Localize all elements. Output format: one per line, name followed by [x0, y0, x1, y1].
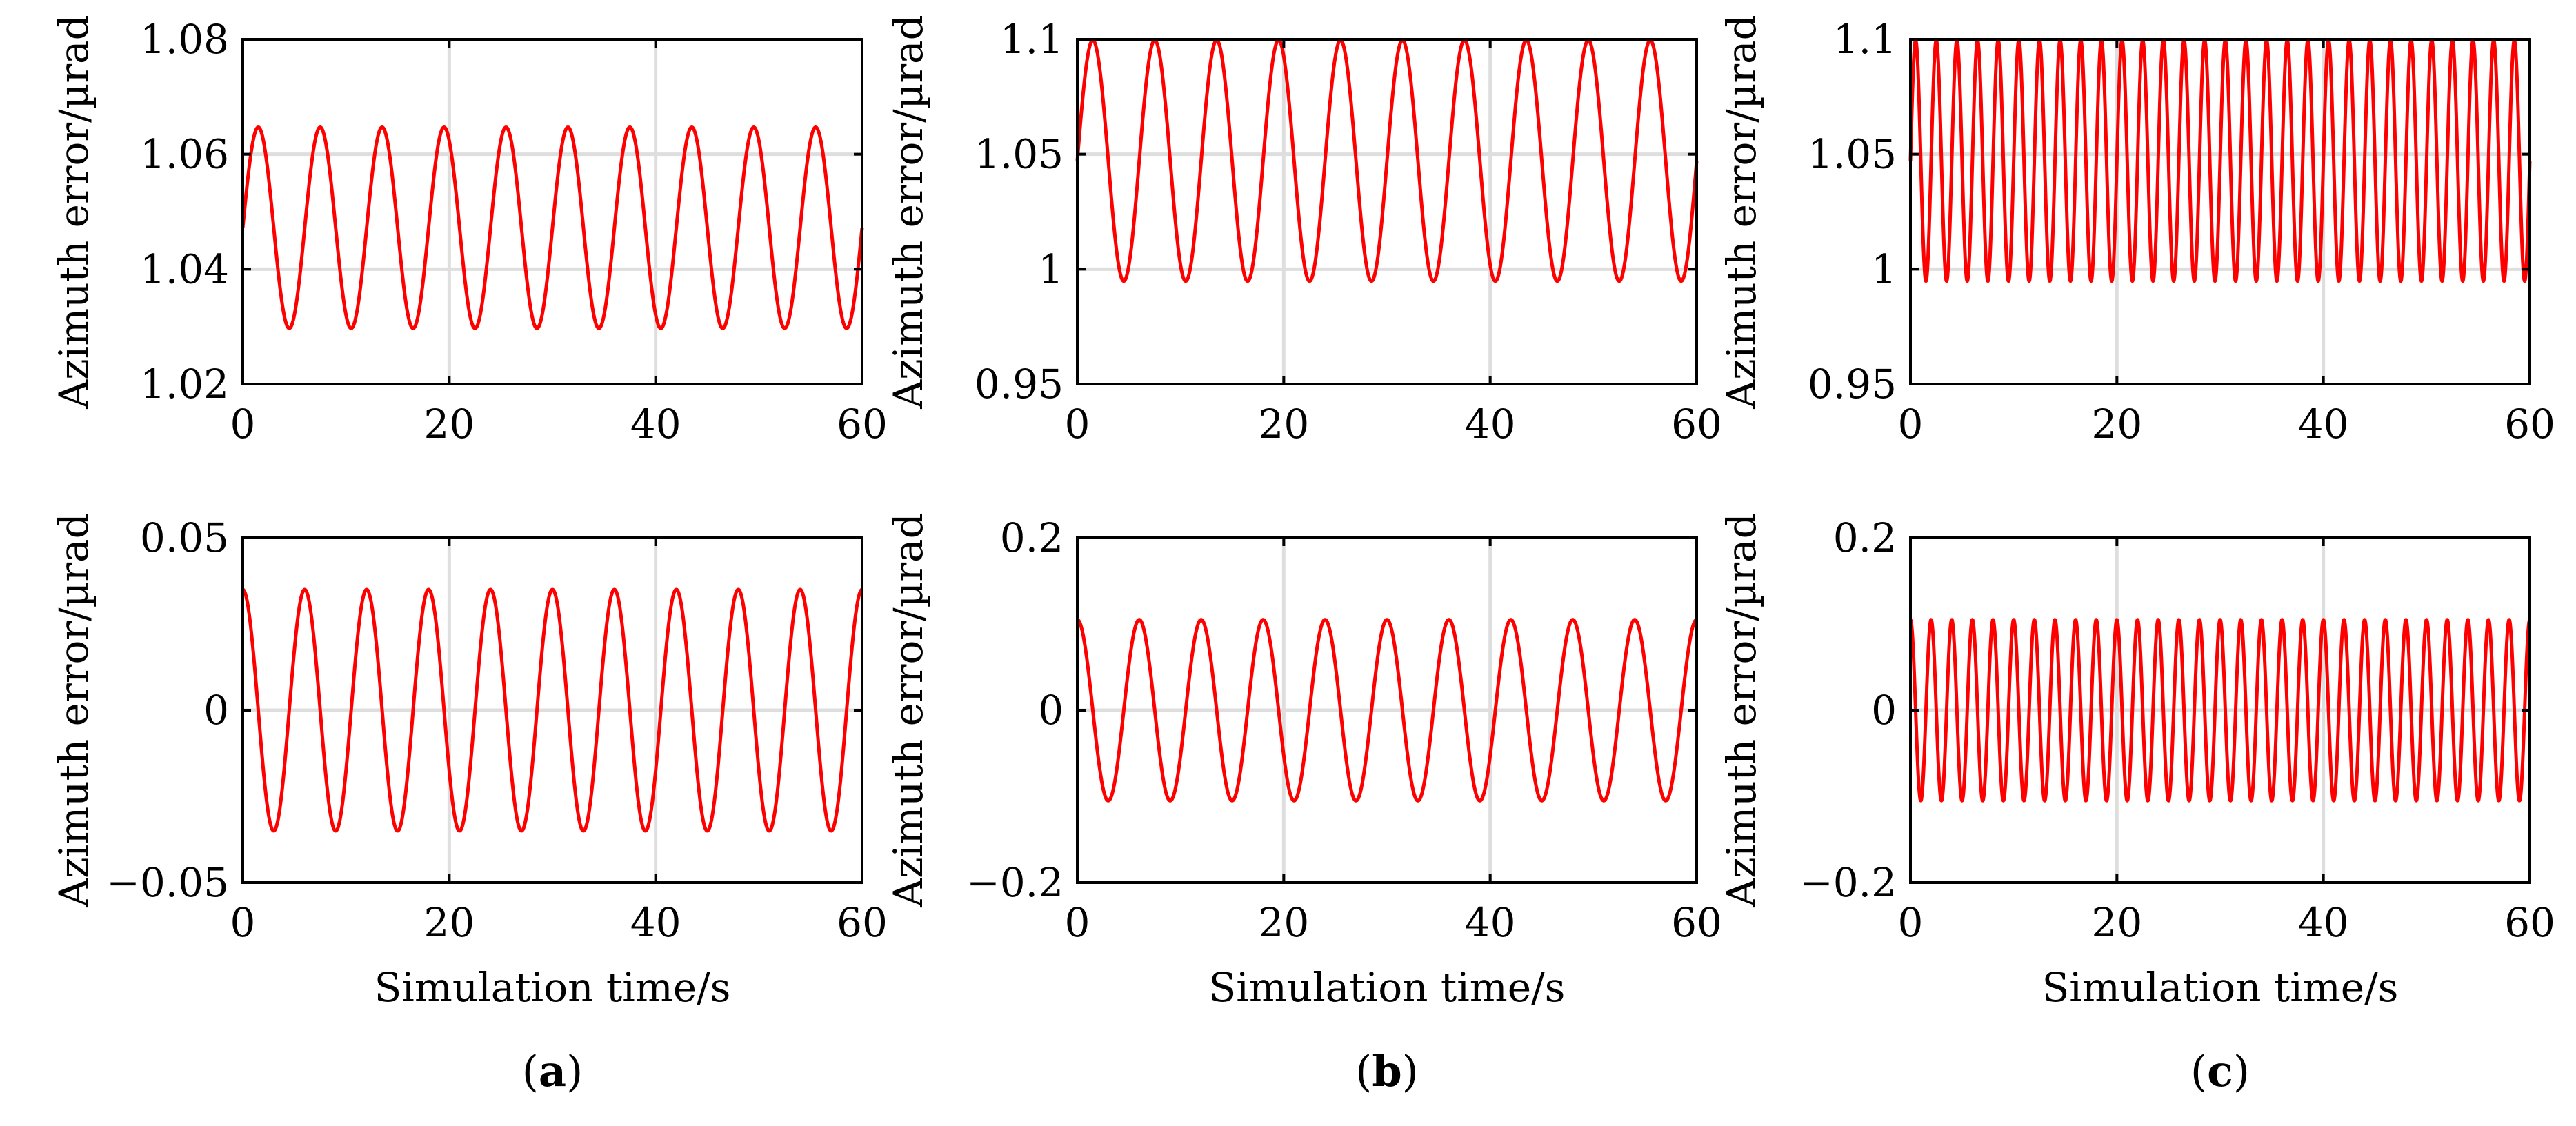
y-tick-label: 1 [1871, 245, 1897, 292]
y-tick-label: −0.2 [966, 859, 1064, 906]
panel-label-letter: c [2207, 1046, 2233, 1096]
series-line [241, 125, 864, 330]
panel-label-letter: b [1372, 1046, 1401, 1096]
y-axis-label: Azimuth error/µrad [50, 513, 97, 908]
x-tick-label: 20 [2091, 401, 2142, 448]
x-tick-label: 40 [1465, 899, 1516, 946]
x-tick-label: 20 [1258, 899, 1309, 946]
panel-label-letter: a [539, 1046, 566, 1096]
x-tick-label: 60 [1671, 401, 1722, 448]
panel-label-close: ) [1402, 1046, 1419, 1096]
x-tick-label: 60 [2504, 899, 2555, 946]
y-tick-label: 0.05 [140, 514, 229, 561]
y-axis-label: Azimuth error/µrad [1718, 513, 1765, 908]
panel-label-b: (b) [1355, 1046, 1419, 1096]
axes-box [1076, 38, 1698, 385]
panel-label-a: (a) [522, 1046, 583, 1096]
y-tick-label: 0 [1038, 687, 1064, 734]
x-tick-label: 0 [1898, 899, 1924, 946]
y-tick-label: 1 [1038, 245, 1064, 292]
series-line [1908, 38, 2532, 283]
panel-label-open: ( [522, 1046, 539, 1096]
panel-label-c: (c) [2190, 1046, 2250, 1096]
y-tick-label: 0 [203, 687, 229, 734]
y-tick-label: 0.2 [1833, 514, 1897, 561]
x-axis-label: Simulation time/s [375, 964, 731, 1011]
x-tick-label: 40 [630, 401, 681, 448]
x-tick-label: 20 [2091, 899, 2142, 946]
panel-label-open: ( [1355, 1046, 1372, 1096]
y-tick-label: 0 [1871, 687, 1897, 734]
x-tick-label: 20 [1258, 401, 1309, 448]
x-tick-label: 60 [837, 401, 888, 448]
x-tick-label: 20 [423, 899, 475, 946]
y-tick-label: 1.06 [140, 131, 229, 178]
y-tick-label: 1.04 [140, 245, 229, 292]
axes-box [241, 38, 863, 385]
panel-label-open: ( [2190, 1046, 2207, 1096]
y-tick-label: 0.95 [1808, 361, 1897, 408]
x-axis-label: Simulation time/s [1209, 964, 1566, 1011]
y-axis-label: Azimuth error/µrad [1718, 14, 1765, 410]
x-tick-label: 40 [1465, 401, 1516, 448]
y-axis-label: Azimuth error/µrad [885, 14, 932, 410]
y-tick-label: 1.1 [1000, 16, 1064, 63]
y-tick-label: 1.05 [975, 131, 1064, 178]
x-tick-label: 0 [1065, 401, 1090, 448]
x-tick-label: 0 [230, 401, 256, 448]
y-tick-label: 1.05 [1808, 131, 1897, 178]
x-tick-label: 0 [1065, 899, 1090, 946]
y-tick-label: 1.08 [140, 16, 229, 63]
y-tick-label: 0.95 [975, 361, 1064, 408]
x-axis-label: Simulation time/s [2042, 964, 2399, 1011]
y-tick-label: 1.1 [1833, 16, 1897, 63]
series-line [1075, 38, 1699, 283]
y-tick-label: 0.2 [1000, 514, 1064, 561]
x-tick-label: 0 [1898, 401, 1924, 448]
y-axis-label: Azimuth error/µrad [50, 14, 97, 410]
y-tick-label: 1.02 [140, 361, 229, 408]
y-tick-label: −0.05 [106, 859, 229, 906]
series-line [1908, 618, 2532, 803]
axes-box [1909, 38, 2531, 385]
subplot-a-top: 0 20 40 60 1.02 1.04 1.06 1.08 Azimuth error/µra… [50, 14, 888, 448]
subplot-b-top: 0 20 40 60 0.95 1 1.05 1.1 Azimuth error/µrad [885, 14, 1722, 448]
x-tick-label: 60 [2504, 401, 2555, 448]
panel-label-close: ) [566, 1046, 583, 1096]
y-tick-label: −0.2 [1799, 859, 1897, 906]
series-line [1076, 618, 1698, 803]
x-tick-label: 0 [230, 899, 256, 946]
x-tick-label: 60 [837, 899, 888, 946]
x-tick-label: 60 [1671, 899, 1722, 946]
x-tick-label: 40 [2298, 401, 2349, 448]
x-tick-label: 20 [423, 401, 475, 448]
series-line [241, 587, 863, 833]
y-axis-label: Azimuth error/µrad [885, 513, 932, 908]
panel-label-close: ) [2233, 1046, 2250, 1096]
x-tick-label: 40 [2298, 899, 2349, 946]
x-tick-label: 40 [630, 899, 681, 946]
subplot-c-top: 0 20 40 60 0.95 1 1.05 1.1 Azimuth error/µrad [1718, 14, 2555, 448]
